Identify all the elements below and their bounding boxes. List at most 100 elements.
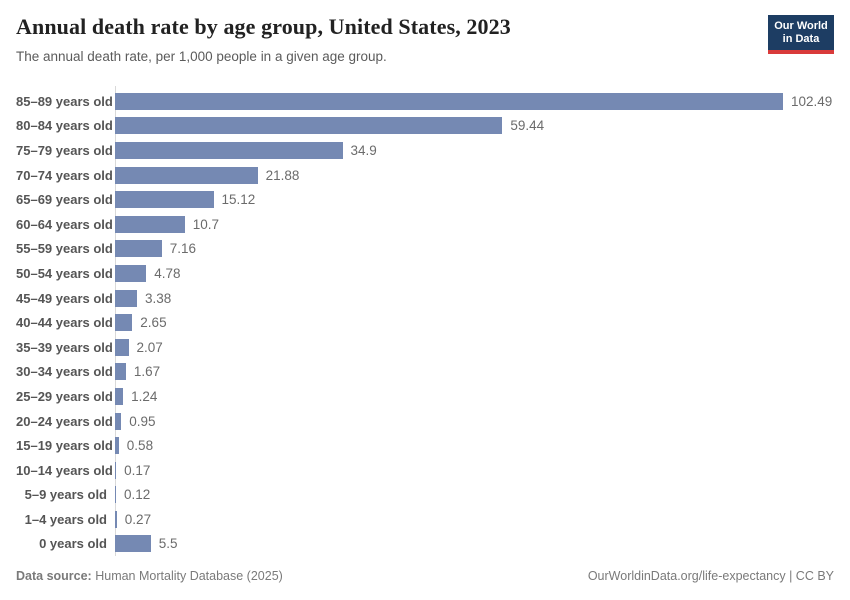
bar-track: 3.38 xyxy=(115,286,834,311)
value-label: 4.78 xyxy=(154,265,181,281)
category-label: 70–74 years old xyxy=(16,167,113,183)
bar-track: 1.24 xyxy=(115,384,834,409)
category-label: 80–84 years old xyxy=(16,118,113,134)
chart-row: 55–59 years old 7.16 xyxy=(16,237,834,262)
value-label: 0.95 xyxy=(129,413,156,429)
bar-track: 10.7 xyxy=(115,212,834,237)
category-label: 30–34 years old xyxy=(16,364,113,380)
bar-track: 5.5 xyxy=(115,532,834,557)
chart-row: 50–54 years old 4.78 xyxy=(16,261,834,286)
value-label: 7.16 xyxy=(169,241,196,257)
chart-row: 10–14 years old 0.17 xyxy=(16,458,834,483)
page-subtitle: The annual death rate, per 1,000 people … xyxy=(16,49,387,65)
chart-rows: 85–89 years old 102.49 80–84 years old 59.4… xyxy=(16,89,834,556)
owid-logo: Our World in Data xyxy=(768,15,834,54)
bar-track: 0.12 xyxy=(115,483,834,508)
category-label: 60–64 years old xyxy=(16,216,113,232)
category-label: 15–19 years old xyxy=(16,438,113,454)
bar-track: 0.58 xyxy=(115,433,834,458)
bar-track: 0.27 xyxy=(115,507,834,532)
bar xyxy=(115,215,185,233)
value-label: 0.58 xyxy=(126,438,154,454)
chart-row: 75–79 years old 34.9 xyxy=(16,138,834,163)
bar xyxy=(115,535,151,553)
bar xyxy=(115,461,117,479)
chart-row: 1–4 years old 0.27 xyxy=(16,507,834,532)
attribution-link[interactable]: OurWorldinData.org/life-expectancy | CC … xyxy=(587,569,834,583)
value-label: 2.65 xyxy=(140,315,167,331)
bar-track: 2.65 xyxy=(115,310,834,335)
bar xyxy=(115,289,137,307)
bar-track: 0.17 xyxy=(115,458,834,483)
category-label: 45–49 years old xyxy=(16,290,113,306)
bar xyxy=(115,92,783,110)
bar xyxy=(115,141,343,159)
bar-track: 102.49 xyxy=(115,89,834,114)
chart-row: 25–29 years old 1.24 xyxy=(16,384,834,409)
category-label: 1–4 years old xyxy=(24,511,107,527)
bar xyxy=(115,437,119,455)
value-label: 1.67 xyxy=(133,364,161,380)
bar-track: 15.12 xyxy=(115,187,834,212)
chart-row: 35–39 years old 2.07 xyxy=(16,335,834,360)
category-label: 35–39 years old xyxy=(16,339,113,355)
chart-row: 70–74 years old 21.88 xyxy=(16,163,834,188)
value-label: 10.7 xyxy=(192,216,219,232)
category-label: 40–44 years old xyxy=(16,315,113,331)
footer: Data source: Human Mortality Database (2… xyxy=(16,569,834,583)
chart-row: 0 years old 5.5 xyxy=(16,532,834,557)
value-label: 2.07 xyxy=(136,339,163,355)
chart-row: 15–19 years old 0.58 xyxy=(16,433,834,458)
owid-logo-line1: Our World xyxy=(774,20,828,32)
bar xyxy=(115,486,116,504)
bar-track: 34.9 xyxy=(115,138,834,163)
data-source-note: Data source: Human Mortality Database (2… xyxy=(16,569,283,583)
value-label: 0.12 xyxy=(124,487,151,503)
page-title: Annual death rate by age group, United S… xyxy=(16,14,511,39)
value-label: 5.5 xyxy=(158,536,178,552)
value-label: 3.38 xyxy=(145,290,172,306)
bar-track: 0.95 xyxy=(115,409,834,434)
bar xyxy=(115,117,503,135)
value-label: 34.9 xyxy=(350,142,377,158)
owid-logo-line2: in Data xyxy=(782,33,820,45)
chart-row: 60–64 years old 10.7 xyxy=(16,212,834,237)
bar-track: 2.07 xyxy=(115,335,834,360)
bar xyxy=(115,240,162,258)
bar xyxy=(115,338,129,356)
bar xyxy=(115,412,122,430)
category-label: 5–9 years old xyxy=(24,487,107,503)
bar-track: 21.88 xyxy=(115,163,834,188)
category-label: 85–89 years old xyxy=(16,93,113,109)
value-label: 102.49 xyxy=(791,93,833,109)
header-text: Annual death rate by age group, United S… xyxy=(16,14,511,64)
value-label: 15.12 xyxy=(221,192,256,208)
category-label: 75–79 years old xyxy=(16,142,113,158)
data-source-label: Data source: xyxy=(16,569,92,583)
bar-track: 4.78 xyxy=(115,261,834,286)
value-label: 1.24 xyxy=(131,388,158,404)
bar-track: 7.16 xyxy=(115,237,834,262)
bar-chart: 85–89 years old 102.49 80–84 years old 59.4… xyxy=(16,86,834,556)
value-label: 0.27 xyxy=(124,511,152,527)
bar xyxy=(115,166,258,184)
chart-row: 30–34 years old 1.67 xyxy=(16,360,834,385)
bar xyxy=(115,387,124,405)
category-label: 65–69 years old xyxy=(16,192,113,208)
bar xyxy=(115,264,147,282)
bar xyxy=(115,314,133,332)
value-label: 21.88 xyxy=(265,167,300,183)
category-label: 25–29 years old xyxy=(16,388,113,404)
data-source-value: Human Mortality Database (2025) xyxy=(95,569,283,583)
category-label: 55–59 years old xyxy=(16,241,113,257)
bar xyxy=(115,363,126,381)
bar xyxy=(115,191,214,209)
chart-row: 5–9 years old 0.12 xyxy=(16,483,834,508)
header: Annual death rate by age group, United S… xyxy=(16,14,834,64)
bar xyxy=(115,510,117,528)
chart-row: 85–89 years old 102.49 xyxy=(16,89,834,114)
category-label: 50–54 years old xyxy=(16,265,113,281)
category-label: 20–24 years old xyxy=(16,413,113,429)
chart-row: 45–49 years old 3.38 xyxy=(16,286,834,311)
